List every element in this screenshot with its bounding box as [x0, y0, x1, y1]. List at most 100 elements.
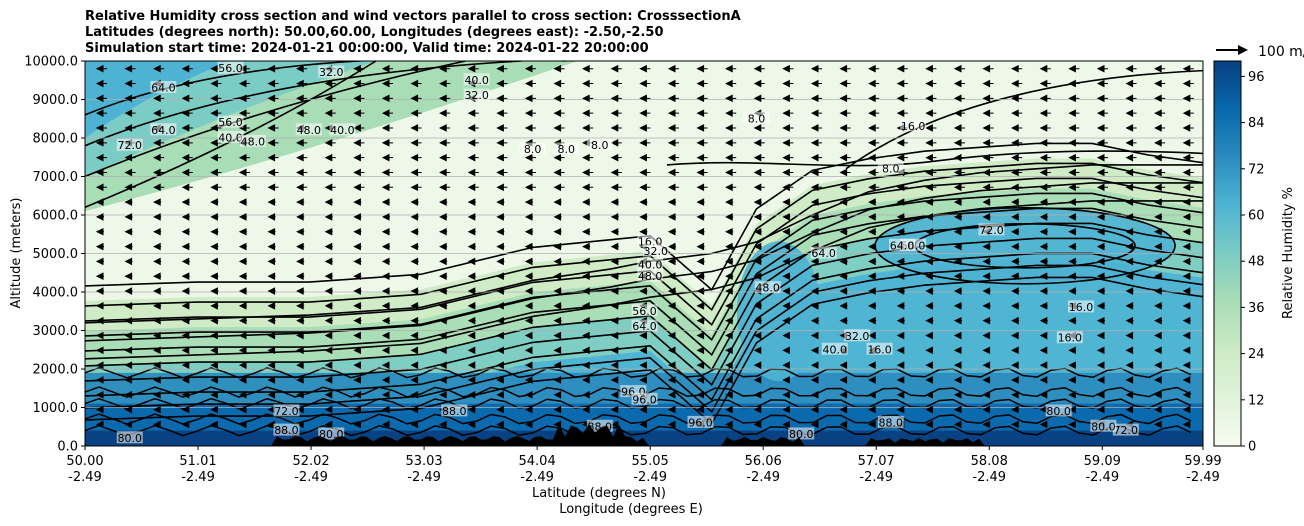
wind-vector: [267, 242, 276, 251]
wind-vector: [782, 139, 794, 147]
wind-vector: [95, 109, 107, 117]
wind-vector: [267, 287, 276, 295]
wind-vector: [839, 153, 851, 162]
wind-vector: [896, 331, 905, 340]
wind-vector: [953, 64, 965, 73]
y-tick-label: 8000.0: [33, 132, 79, 147]
wind-vector: [1154, 287, 1163, 295]
wind-vector: [238, 405, 247, 414]
wind-vector: [124, 124, 136, 132]
wind-vector: [124, 272, 133, 281]
wind-vector: [181, 183, 193, 192]
x-axis: 50.00-2.4951.01-2.4952.02-2.4953.03-2.49…: [66, 446, 1222, 485]
wind-vector: [868, 79, 880, 88]
wind-vector: [381, 139, 393, 147]
wind-vector: [839, 168, 851, 177]
wind-vector: [1154, 257, 1163, 266]
wind-vector: [868, 227, 877, 236]
wind-vector: [467, 302, 476, 310]
wind-vector: [324, 242, 333, 251]
wind-vector: [324, 390, 333, 399]
contour-label: 72.0: [118, 139, 143, 152]
wind-vector: [782, 153, 794, 162]
wind-vector: [982, 361, 991, 369]
y-tick-label: 3000.0: [33, 324, 79, 339]
wind-vector: [839, 79, 851, 88]
colorbar-tick-label: 96: [1248, 70, 1265, 85]
wind-vector: [238, 346, 247, 355]
contour-label-bg: [463, 88, 490, 101]
wind-vector: [1039, 242, 1048, 251]
wind-vector: [868, 376, 876, 384]
wind-vector: [410, 183, 422, 192]
wind-vector: [582, 405, 590, 414]
wind-vector: [439, 302, 448, 310]
wind-vector: [582, 183, 594, 192]
wind-vector: [496, 346, 504, 355]
wind-vector: [696, 361, 705, 369]
wind-vector: [610, 242, 619, 251]
contour-label-bg: [788, 427, 815, 440]
x-tick-label-lon: -2.49: [1186, 470, 1220, 485]
wind-vector: [553, 168, 565, 177]
wind-vector: [553, 213, 562, 221]
wind-vector: [95, 64, 107, 73]
title-line-3: Simulation start time: 2024-01-21 00:00:…: [85, 41, 649, 56]
wind-vector: [267, 124, 279, 132]
wind-vector: [896, 139, 908, 147]
wind-vector: [267, 376, 276, 384]
wind-vector: [238, 257, 247, 266]
wind-vector: [353, 79, 365, 88]
wind-vector: [153, 257, 162, 266]
wind-vector: [696, 168, 708, 177]
contour-label-bg: [1112, 423, 1139, 436]
rh-contour: [85, 164, 1203, 324]
contour-label-bg: [642, 244, 669, 257]
contour-label-bg: [900, 119, 927, 132]
contour-label: 8.0: [748, 112, 766, 125]
wind-vector: [296, 183, 308, 192]
wind-vector: [753, 361, 762, 369]
wind-vector: [1096, 242, 1105, 251]
wind-vector: [667, 64, 679, 73]
wind-vector: [782, 346, 790, 355]
wind-vector: [181, 376, 190, 384]
contour-label-bg: [687, 415, 714, 428]
wind-vector: [810, 331, 819, 340]
wind-vector: [782, 64, 794, 73]
wind-vector: [896, 257, 905, 266]
wind-vector: [868, 64, 880, 73]
wind-vector: [725, 79, 737, 88]
wind-vector: [381, 64, 393, 73]
wind-vector: [1182, 79, 1194, 88]
wind-vector: [238, 316, 247, 325]
wind-vector: [496, 287, 505, 295]
contour-label: 40.0: [330, 124, 355, 137]
wind-vector: [467, 168, 479, 177]
wind-vector: [1154, 168, 1166, 177]
wind-vector: [725, 183, 737, 192]
wind-vector: [124, 198, 133, 206]
wind-vector: [439, 64, 451, 73]
wind-vector: [353, 227, 362, 236]
wind-vector: [1182, 302, 1191, 310]
wind-vector: [610, 168, 622, 177]
wind-vector: [553, 227, 562, 236]
wind-vector: [496, 390, 504, 399]
wind-vector: [925, 242, 934, 251]
wind-vector: [1154, 213, 1163, 221]
wind-vector: [1039, 168, 1051, 177]
wind-vector: [439, 153, 451, 162]
wind-vector: [1096, 183, 1108, 192]
wind-vector: [553, 331, 562, 340]
wind-vector: [639, 94, 651, 103]
wind-vector: [725, 420, 733, 429]
wind-vector: [782, 227, 791, 236]
wind-vector: [267, 257, 276, 266]
wind-vector: [467, 109, 479, 117]
wind-vector: [782, 302, 791, 310]
wind-vector: [353, 257, 362, 266]
colorbar-label: Relative Humidity %: [1281, 187, 1296, 319]
wind-vector: [1011, 346, 1019, 355]
wind-vector: [925, 331, 933, 340]
